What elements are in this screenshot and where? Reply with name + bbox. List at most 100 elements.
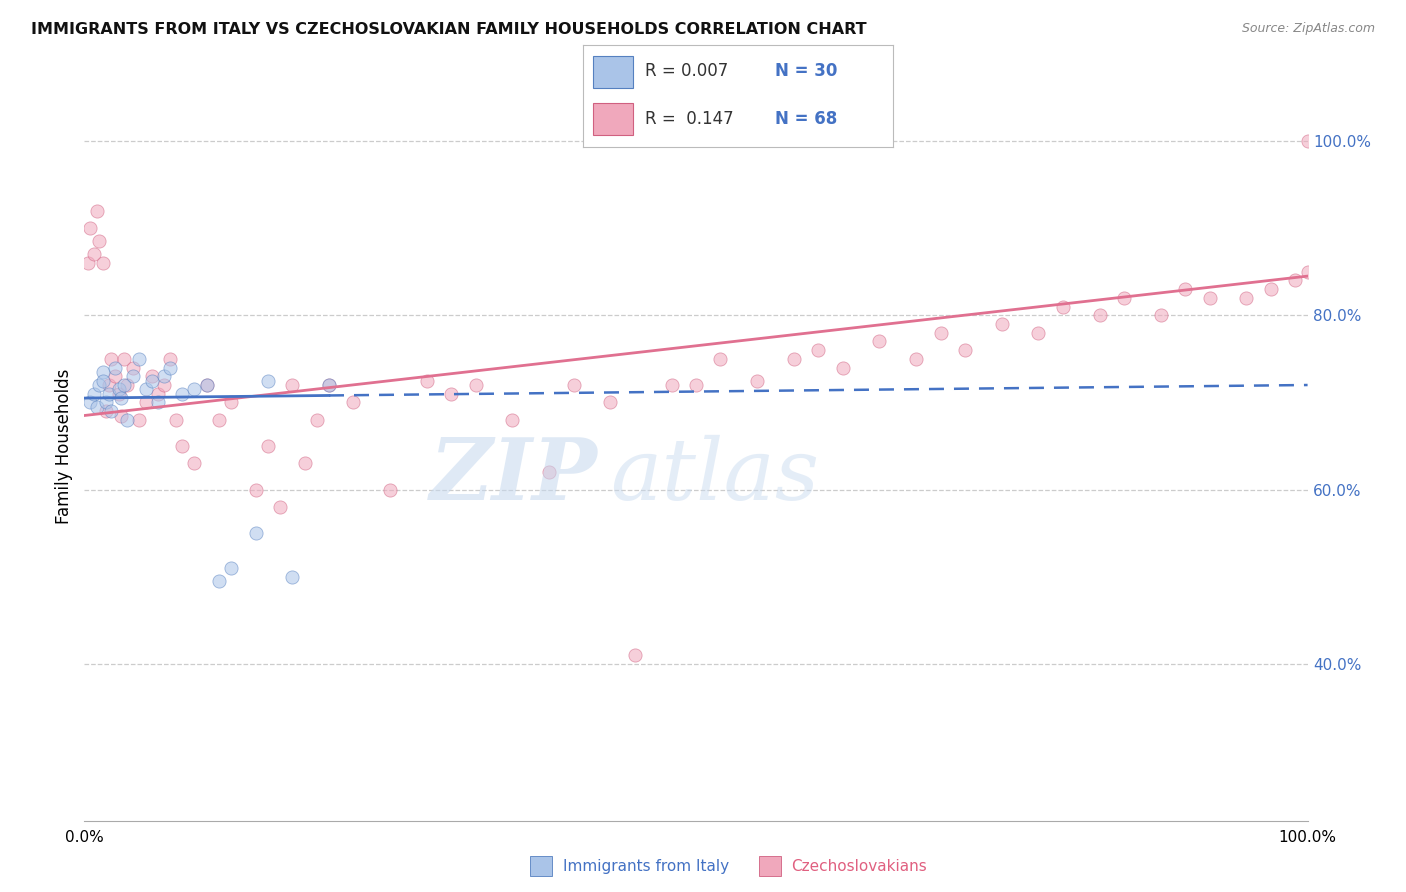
Point (502, 413, 524, 427)
Text: Source: ZipAtlas.com: Source: ZipAtlas.com (1241, 22, 1375, 36)
Point (831, 360, 853, 375)
Point (77, 256, 100, 270)
Point (91, 374, 114, 388)
Point (1150, 308, 1173, 322)
FancyBboxPatch shape (593, 103, 633, 135)
Point (1296, 134, 1319, 148)
Point (87, 234, 110, 248)
Point (929, 326, 952, 340)
Point (112, 351, 135, 366)
Text: R =  0.147: R = 0.147 (645, 110, 734, 128)
Point (97, 386, 120, 401)
Point (100, 404, 122, 418)
Point (318, 378, 340, 392)
Point (685, 378, 707, 392)
Text: Czechoslovakians: Czechoslovakians (792, 859, 927, 873)
Point (112, 378, 135, 392)
Point (107, 383, 129, 397)
Point (1114, 291, 1136, 305)
Text: IMMIGRANTS FROM ITALY VS CZECHOSLOVAKIAN FAMILY HOUSEHOLDS CORRELATION CHART: IMMIGRANTS FROM ITALY VS CZECHOSLOVAKIAN… (31, 22, 866, 37)
Point (783, 351, 806, 366)
Point (122, 360, 145, 375)
Point (128, 351, 150, 366)
Point (183, 457, 205, 471)
Point (83, 247, 105, 261)
Point (807, 343, 830, 358)
Point (464, 378, 486, 392)
Point (141, 374, 163, 388)
Point (172, 386, 194, 401)
Y-axis label: Family Households: Family Households (55, 368, 73, 524)
Point (135, 395, 157, 409)
Point (1284, 273, 1306, 287)
Point (257, 374, 280, 388)
Point (747, 374, 769, 388)
Text: N = 68: N = 68 (775, 110, 838, 128)
Point (153, 369, 176, 384)
Point (953, 343, 976, 358)
Point (86, 400, 108, 414)
Point (153, 378, 176, 392)
Point (110, 409, 132, 423)
Point (440, 386, 463, 401)
Point (104, 360, 127, 375)
Point (104, 369, 127, 384)
Point (97, 378, 120, 392)
Point (1088, 308, 1111, 322)
Point (115, 378, 138, 392)
Point (380, 483, 402, 497)
Point (305, 413, 328, 427)
Point (905, 351, 928, 366)
Point (172, 439, 194, 453)
Point (281, 570, 304, 584)
Point (1260, 282, 1282, 296)
Point (869, 334, 891, 349)
Point (208, 574, 231, 588)
Point (245, 526, 267, 541)
Point (219, 561, 242, 575)
Point (318, 378, 340, 392)
Point (79, 221, 101, 235)
Point (96, 404, 118, 418)
Point (1296, 265, 1319, 279)
Point (86, 203, 108, 218)
Point (91, 256, 114, 270)
Point (219, 395, 242, 409)
Point (107, 386, 129, 401)
Point (100, 351, 122, 366)
Point (183, 383, 205, 397)
Point (110, 391, 132, 405)
Point (128, 413, 150, 427)
Text: N = 30: N = 30 (775, 62, 838, 80)
Text: ZIP: ZIP (430, 434, 598, 517)
Point (159, 360, 181, 375)
Point (115, 413, 138, 427)
Point (269, 500, 291, 514)
Point (159, 351, 181, 366)
Point (1028, 326, 1050, 340)
Point (342, 395, 364, 409)
Point (599, 395, 621, 409)
Point (294, 457, 316, 471)
Point (1052, 300, 1074, 314)
Point (208, 413, 231, 427)
Text: R = 0.007: R = 0.007 (645, 62, 728, 80)
Point (709, 351, 731, 366)
Point (245, 483, 267, 497)
Point (1236, 291, 1258, 305)
Point (281, 378, 304, 392)
Point (195, 378, 218, 392)
Point (562, 378, 585, 392)
Point (135, 383, 157, 397)
FancyBboxPatch shape (593, 56, 633, 87)
Text: atlas: atlas (610, 434, 820, 517)
Point (83, 386, 105, 401)
Point (122, 369, 145, 384)
Point (624, 648, 647, 662)
Point (146, 386, 169, 401)
Point (79, 395, 101, 409)
Point (661, 378, 683, 392)
Point (538, 465, 561, 479)
Point (96, 395, 118, 409)
Point (87, 378, 110, 392)
